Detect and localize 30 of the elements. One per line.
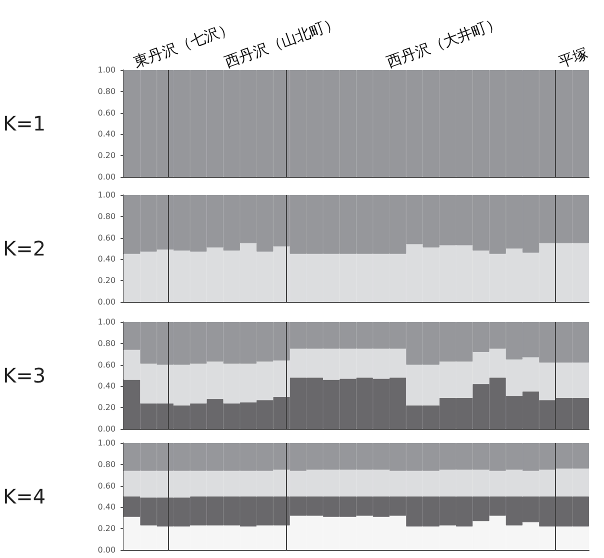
y-tick-label: 0.00 bbox=[98, 546, 116, 554]
y-tick-label: 0.40 bbox=[98, 254, 116, 264]
y-axis-title: K=2 bbox=[2, 236, 46, 260]
y-tick-label: 0.20 bbox=[98, 524, 116, 534]
y-tick-label: 1.00 bbox=[98, 66, 116, 74]
y-tick-label: 0.60 bbox=[98, 108, 116, 118]
y-axis-title: K=3 bbox=[2, 364, 46, 388]
y-tick-label: 1.00 bbox=[98, 318, 116, 326]
y-axis-title: K=1 bbox=[2, 112, 46, 136]
y-tick-label: 0.40 bbox=[98, 130, 116, 139]
y-tick-label: 0.80 bbox=[98, 86, 116, 96]
y-tick-label: 0.80 bbox=[98, 338, 116, 348]
annotation: 西丹沢（大井町） bbox=[384, 13, 504, 72]
y-tick-label: 0.40 bbox=[98, 502, 116, 512]
y-axis-title: K=4 bbox=[2, 484, 46, 508]
y-tick-label: 0.20 bbox=[98, 276, 116, 286]
y-tick-label: 0.60 bbox=[98, 233, 116, 242]
y-tick-label: 0.00 bbox=[98, 298, 116, 306]
y-tick-label: 0.80 bbox=[98, 212, 116, 221]
y-tick-label: 1.00 bbox=[98, 190, 116, 200]
y-tick-label: 0.20 bbox=[98, 403, 116, 412]
y-tick-label: 0.00 bbox=[98, 424, 116, 434]
y-tick-label: 0.60 bbox=[98, 481, 116, 490]
y-tick-label: 0.80 bbox=[98, 460, 116, 469]
annotation: 平塚 bbox=[556, 44, 591, 72]
y-tick-label: 0.20 bbox=[98, 151, 116, 160]
y-tick-label: 1.00 bbox=[98, 438, 116, 448]
y-tick-label: 0.00 bbox=[98, 172, 116, 182]
y-tick-label: 0.60 bbox=[98, 360, 116, 370]
y-tick-label: 0.40 bbox=[98, 382, 116, 391]
